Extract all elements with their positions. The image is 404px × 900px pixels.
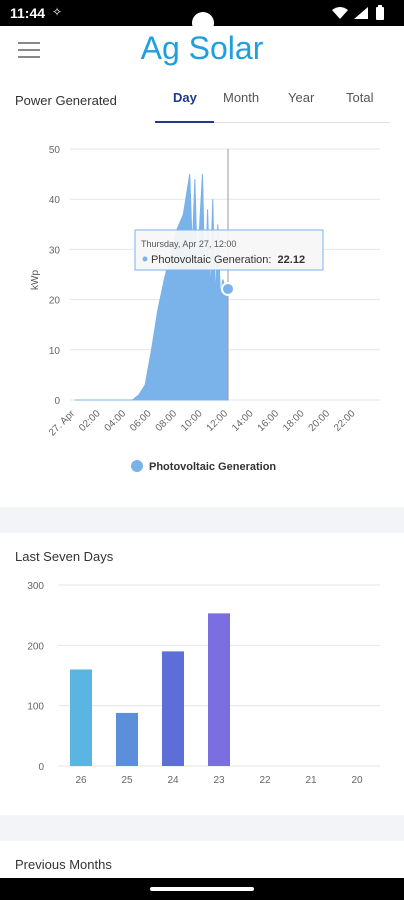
x-tick-label: 26 [75,775,87,786]
x-tick-label: 27. Apr [47,408,78,439]
legend[interactable]: Photovoltaic Generation [131,460,276,473]
wifi-icon [332,7,348,19]
bar-day-23[interactable] [208,613,230,766]
tooltip-series: Photovoltaic Generation: [151,254,271,266]
x-tick-label: 10:00 [179,408,205,434]
x-tick-label: 18:00 [281,408,307,434]
tab-month[interactable]: Month [223,90,260,105]
x-tick-label: 08:00 [154,408,180,434]
tab-day[interactable]: Day [173,90,197,105]
app-title: Ag Solar [140,30,264,66]
y-tick-label: 300 [27,581,44,592]
svg-text:Photovoltaic Generation:: Photovoltaic Generation: 22.12 [151,254,305,266]
status-time: 11:44 [10,5,46,21]
y-tick-label: 200 [27,641,44,652]
active-tab-indicator [155,121,214,123]
power-chart[interactable]: kWp 0 10 20 30 40 50 27. Apr 02:00 04:00 06:00 08… [0,130,404,500]
x-tick-label: 23 [213,775,225,786]
section-divider [0,507,404,533]
status-sync-icon: ✧ [52,5,63,19]
hover-point [221,281,235,296]
bar-day-24[interactable] [162,651,184,766]
x-tick-label: 21 [305,775,317,786]
previous-months-label: Previous Months [15,857,112,872]
tab-year[interactable]: Year [288,90,315,105]
section-divider-2 [0,815,404,841]
hamburger-menu-icon[interactable] [18,42,40,60]
seven-day-bar-chart[interactable]: 0 100 200 300 26 25 24 23 22 21 20 [0,570,404,800]
x-tick-label: 22 [259,775,271,786]
x-tick-label: 14:00 [230,408,256,434]
y-tick-label: 30 [49,245,61,256]
x-tick-label: 06:00 [128,408,154,434]
tooltip-dot-icon [142,256,148,262]
x-tick-label: 20 [351,775,363,786]
home-gesture-handle[interactable] [150,887,254,891]
y-axis-label: kWp [30,270,41,290]
y-tick-label: 100 [27,702,44,713]
y-tick-label: 40 [49,195,61,206]
y-tick-label: 10 [49,346,61,357]
status-icons [330,5,390,26]
power-generated-label: Power Generated [15,93,117,108]
bar-day-25[interactable] [116,712,138,766]
x-tick-label: 25 [121,775,133,786]
legend-marker-icon [131,460,143,472]
photovoltaic-area [75,174,229,401]
tooltip-value: 22.12 [278,254,306,266]
tooltip-date: Thursday, Apr 27, 12:00 [141,239,236,249]
y-tick-label: 0 [54,396,60,407]
battery-icon [376,7,384,20]
x-tick-label: 12:00 [205,408,231,434]
camera-notch [192,12,214,34]
x-tick-label: 20:00 [307,408,333,434]
y-tick-label: 20 [49,296,61,307]
last-seven-days-label: Last Seven Days [15,549,114,564]
y-tick-label: 0 [38,762,44,773]
x-tick-label: 04:00 [103,408,129,434]
x-tick-label: 16:00 [256,408,282,434]
x-tick-label: 02:00 [77,408,103,434]
x-tick-label: 22:00 [332,408,358,434]
signal-icon [354,7,368,19]
bar-day-26[interactable] [70,669,92,766]
status-bar: 11:44 ✧ [0,0,404,34]
chart-tooltip: Thursday, Apr 27, 12:00 Photovoltaic Gen… [134,229,324,271]
navigation-bar [0,878,404,900]
x-tick-label: 24 [167,775,179,786]
app-bar: Ag Solar [0,26,404,78]
tab-total[interactable]: Total [346,90,374,105]
period-tabs: Day Month Year Total [155,86,390,123]
legend-label: Photovoltaic Generation [149,461,276,473]
y-tick-label: 50 [49,145,61,156]
